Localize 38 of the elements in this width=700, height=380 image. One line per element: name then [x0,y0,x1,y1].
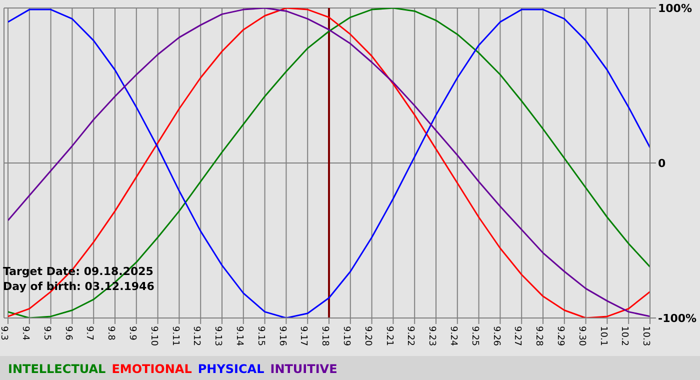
x-tick-label: 9.28 [534,326,544,346]
x-tick-label: 9.9 [127,326,138,341]
x-tick-label: 9.18 [320,326,330,346]
y-tick-label: 100% [658,2,692,15]
text: EMOTIONAL [112,362,192,376]
x-tick-label: 9.27 [512,326,522,346]
x-tick-label: 9.19 [341,326,352,346]
x-tick-label: 9.12 [191,326,202,346]
x-tick-label: 9.25 [469,326,480,346]
x-tick-label: 9.29 [555,326,566,346]
x-tick-label: 9.4 [20,326,30,341]
x-tick-label: 10.1 [598,326,608,346]
x-tick-label: 9.6 [62,326,73,341]
x-tick-label: 9.11 [170,326,180,346]
x-tick-label: 9.22 [405,326,416,346]
x-tick-label: 9.30 [576,326,586,346]
x-tick-label: 9.24 [448,326,458,346]
x-tick-label: 9.7 [84,326,94,340]
x-tick-label: 9.8 [106,326,116,341]
x-tick-label: 9.10 [148,326,158,346]
x-tick-label: 9.26 [490,326,501,346]
x-tick-label: 9.21 [384,326,394,346]
x-tick-label: 10.2 [619,326,630,346]
x-tick-label: 9.17 [298,326,308,346]
x-tick-label: 9.20 [362,326,372,346]
x-tick-label: 9.15 [255,326,266,346]
x-tick-label: 9.13 [212,326,223,346]
text: PHYSICAL [198,362,264,376]
y-tick-label: 0 [658,156,666,170]
x-tick-label: 9.14 [234,326,244,346]
x-tick-label: 9.5 [41,326,52,340]
text: INTUITIVE [270,362,338,376]
y-tick-label: -100% [658,312,697,325]
x-tick-label: 9.3 [0,326,9,340]
x-tick-label: 9.23 [426,326,437,346]
x-tick-label: 9.16 [276,326,287,346]
text: INTELLECTUAL [8,362,106,376]
x-tick-label: 10.3 [640,326,651,346]
